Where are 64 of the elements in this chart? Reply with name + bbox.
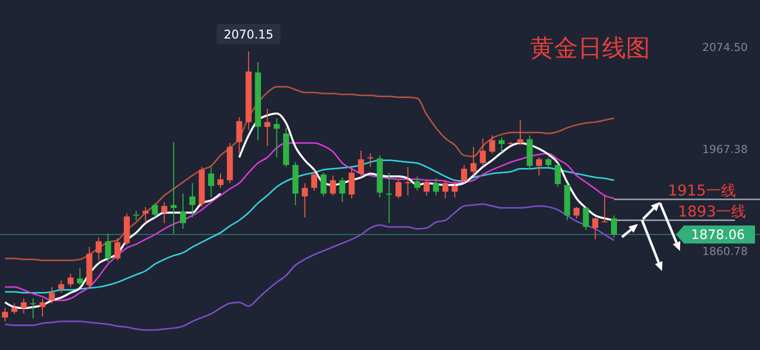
candlestick: [404, 166, 411, 196]
candlestick: [161, 202, 168, 224]
candlestick: [414, 176, 420, 192]
candlestick: [274, 118, 280, 158]
candlestick: [470, 146, 476, 176]
candlestick: [442, 180, 448, 199]
line-series: [4, 86, 615, 262]
candlestick: [30, 298, 36, 320]
candlestick: [311, 169, 318, 192]
candlestick: [76, 267, 83, 286]
candlestick: [48, 286, 55, 304]
candlestick: [582, 206, 589, 230]
candlestick: [348, 167, 355, 199]
annotation: 2070.15: [224, 27, 274, 42]
candlestick: [208, 166, 214, 198]
candlestick: [452, 178, 458, 198]
ref-line-label: 1893一线: [678, 202, 746, 220]
y-tick-label: 1967.38: [702, 143, 748, 156]
candlestick: [58, 280, 64, 294]
candlestick: [170, 142, 177, 234]
y-tick-label: 2074.50: [702, 41, 748, 54]
y-tick-label: 1860.78: [702, 244, 748, 258]
candlestick: [536, 156, 542, 176]
line-series: [4, 142, 615, 302]
candlestick: [180, 193, 186, 230]
candlestick: [105, 233, 112, 263]
candlestick: [236, 116, 242, 154]
candlestick: [498, 136, 505, 154]
ref-line-label: 1915一线: [668, 181, 736, 200]
candlestick: [264, 108, 270, 146]
candlestick: [189, 182, 196, 218]
candlestick: [517, 120, 524, 146]
candlestick: [339, 176, 346, 203]
candlestick: [11, 302, 18, 314]
candlestick: [461, 164, 468, 184]
candlestick: [602, 195, 608, 223]
candlestick: [424, 178, 430, 196]
candlestick: [592, 216, 598, 240]
candlestick: [302, 182, 308, 218]
candlestick: [432, 178, 439, 196]
text: 黄金日线图: [530, 34, 650, 62]
candlestick: [611, 215, 617, 238]
candlestick: [96, 236, 102, 261]
line-series: [4, 203, 615, 331]
candlestick: [480, 138, 486, 166]
candlestick: [2, 308, 8, 322]
candlestick: [68, 273, 74, 288]
candlestick: [554, 162, 561, 188]
candlestick: [330, 174, 336, 196]
candlestick: [545, 156, 552, 168]
candlestick: [320, 172, 327, 197]
candlestick: [217, 173, 224, 188]
candlestick: [133, 210, 140, 221]
ref-line-label: 1878.06: [691, 228, 745, 244]
candlestick: [114, 238, 120, 261]
candlestick: [39, 298, 46, 318]
candlestick: [367, 153, 374, 168]
candlestick: [489, 134, 496, 154]
candlestick: [396, 180, 402, 199]
candlestick: [386, 172, 392, 224]
candlestick: [574, 206, 580, 219]
candlestick: [358, 150, 364, 178]
candlestick: [152, 202, 158, 218]
candlestick: [20, 298, 27, 314]
